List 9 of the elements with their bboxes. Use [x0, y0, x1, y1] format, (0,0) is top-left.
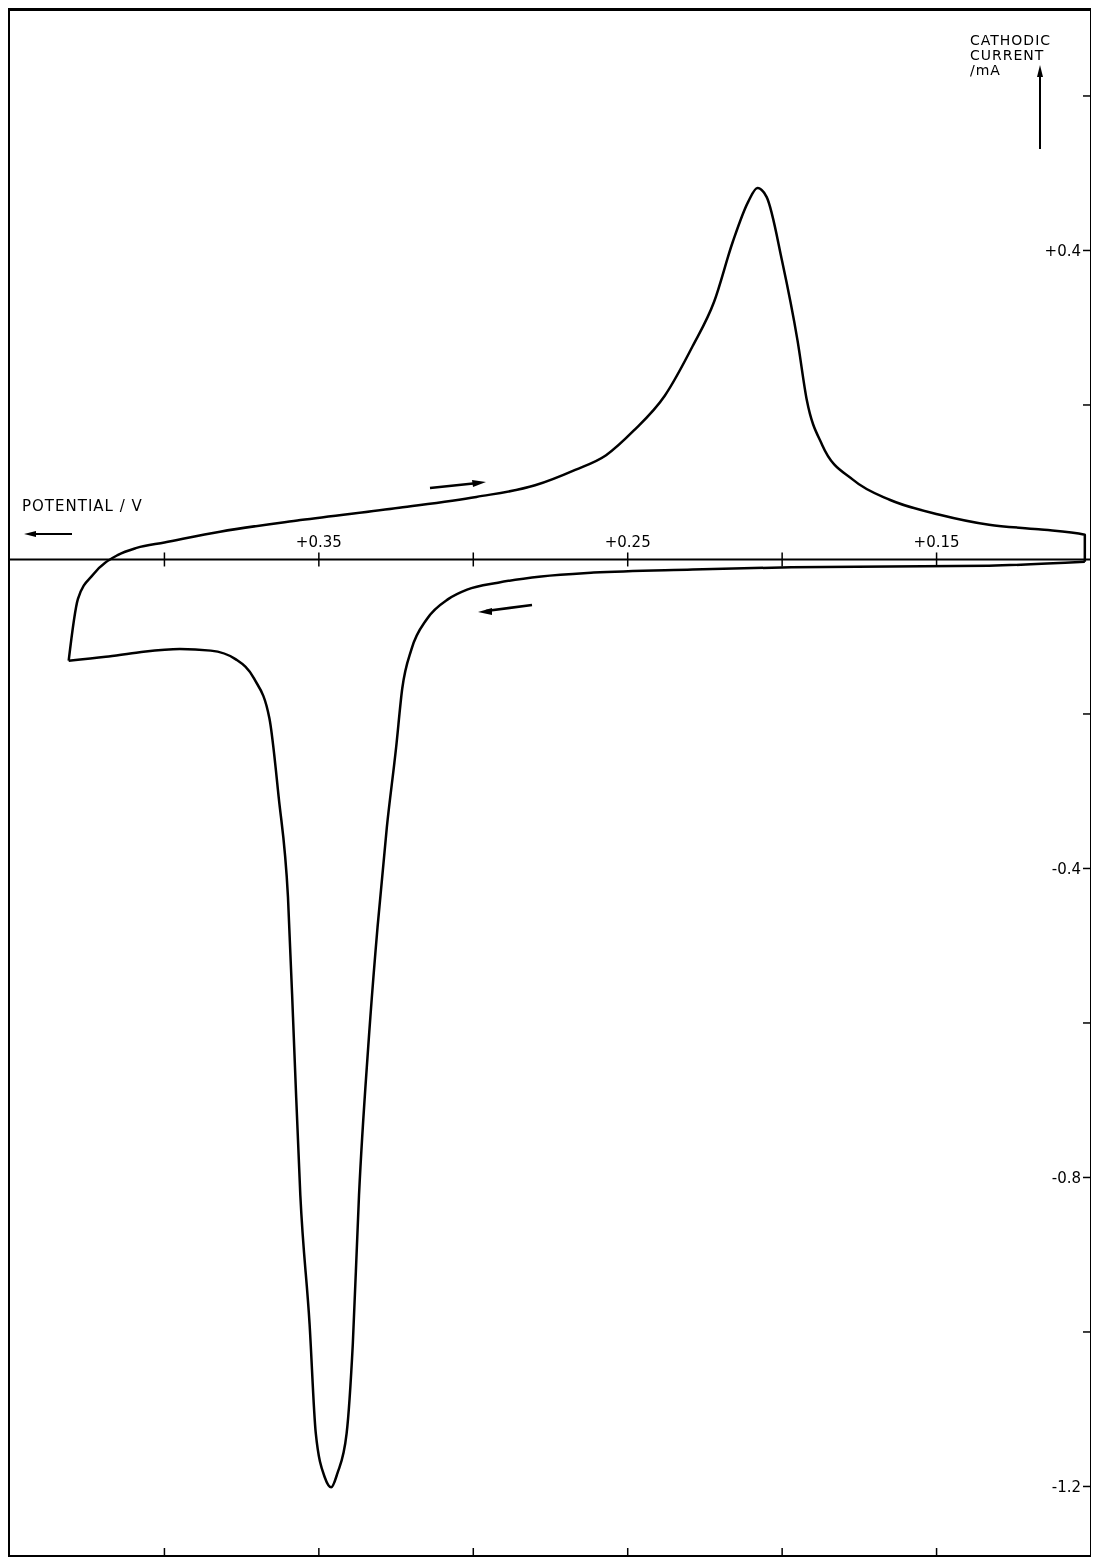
- y-tick-label: -0.4: [1051, 859, 1081, 878]
- x-tick-label: +0.15: [913, 533, 960, 552]
- x-axis-title: POTENTIAL / V: [22, 497, 143, 516]
- y-tick-label: -0.8: [1051, 1168, 1081, 1187]
- y-tick-label: -1.2: [1051, 1477, 1081, 1496]
- y-axis-title: CATHODIC CURRENT /mA: [970, 32, 1052, 78]
- y-tick-label: +0.4: [1044, 241, 1081, 260]
- x-tick-label: +0.25: [604, 533, 651, 552]
- x-tick-label: +0.35: [295, 533, 342, 552]
